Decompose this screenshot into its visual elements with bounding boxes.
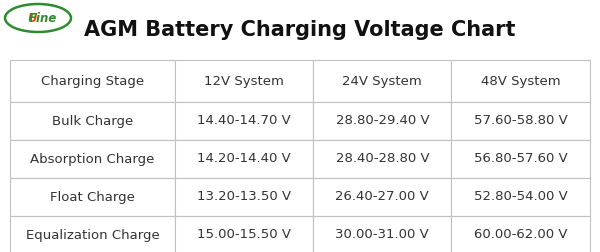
Text: 52.80-54.00 V: 52.80-54.00 V xyxy=(474,191,568,204)
Bar xyxy=(10,140,175,178)
Bar xyxy=(10,178,175,216)
Bar xyxy=(175,140,313,178)
Bar xyxy=(10,102,175,140)
Ellipse shape xyxy=(5,4,71,32)
Bar xyxy=(10,140,175,178)
Bar xyxy=(175,140,313,178)
Text: Bulk Charge: Bulk Charge xyxy=(52,114,133,128)
Bar xyxy=(313,140,451,178)
Bar xyxy=(313,60,451,102)
Bar xyxy=(313,60,451,102)
Bar xyxy=(175,178,313,216)
Text: Equalization Charge: Equalization Charge xyxy=(26,229,160,241)
Bar xyxy=(313,178,451,216)
Bar xyxy=(175,216,313,252)
Text: U: U xyxy=(27,12,37,24)
Bar xyxy=(10,216,175,252)
Bar xyxy=(451,102,590,140)
Text: 13.20-13.50 V: 13.20-13.50 V xyxy=(197,191,292,204)
Bar xyxy=(313,140,451,178)
Bar xyxy=(10,60,175,102)
Text: Fine: Fine xyxy=(29,12,57,24)
Text: AGM Battery Charging Voltage Chart: AGM Battery Charging Voltage Chart xyxy=(84,20,516,40)
Text: 48V System: 48V System xyxy=(481,75,560,87)
Bar xyxy=(313,102,451,140)
Bar xyxy=(451,178,590,216)
Bar xyxy=(451,102,590,140)
Bar xyxy=(451,178,590,216)
Bar xyxy=(175,60,313,102)
Bar xyxy=(175,216,313,252)
Bar xyxy=(10,102,175,140)
Bar xyxy=(451,216,590,252)
Bar xyxy=(10,216,175,252)
Text: 14.20-14.40 V: 14.20-14.40 V xyxy=(197,152,291,166)
Bar xyxy=(451,60,590,102)
Bar xyxy=(10,60,175,102)
Text: 24V System: 24V System xyxy=(343,75,422,87)
Text: 14.40-14.70 V: 14.40-14.70 V xyxy=(197,114,291,128)
Bar xyxy=(451,140,590,178)
Text: 60.00-62.00 V: 60.00-62.00 V xyxy=(474,229,568,241)
Text: 57.60-58.80 V: 57.60-58.80 V xyxy=(474,114,568,128)
Bar xyxy=(451,60,590,102)
Text: 28.40-28.80 V: 28.40-28.80 V xyxy=(335,152,429,166)
Text: 56.80-57.60 V: 56.80-57.60 V xyxy=(474,152,568,166)
Text: Absorption Charge: Absorption Charge xyxy=(31,152,155,166)
Text: 26.40-27.00 V: 26.40-27.00 V xyxy=(335,191,429,204)
Text: 15.00-15.50 V: 15.00-15.50 V xyxy=(197,229,292,241)
Text: 28.80-29.40 V: 28.80-29.40 V xyxy=(335,114,429,128)
Bar xyxy=(10,178,175,216)
Bar xyxy=(313,178,451,216)
Bar xyxy=(313,102,451,140)
Bar xyxy=(175,178,313,216)
Bar xyxy=(175,102,313,140)
Bar xyxy=(313,216,451,252)
Text: Charging Stage: Charging Stage xyxy=(41,75,144,87)
Text: 12V System: 12V System xyxy=(205,75,284,87)
Bar xyxy=(175,102,313,140)
Bar xyxy=(451,216,590,252)
Text: 30.00-31.00 V: 30.00-31.00 V xyxy=(335,229,429,241)
Bar xyxy=(175,60,313,102)
Text: Float Charge: Float Charge xyxy=(50,191,135,204)
Bar xyxy=(313,216,451,252)
Bar xyxy=(451,140,590,178)
